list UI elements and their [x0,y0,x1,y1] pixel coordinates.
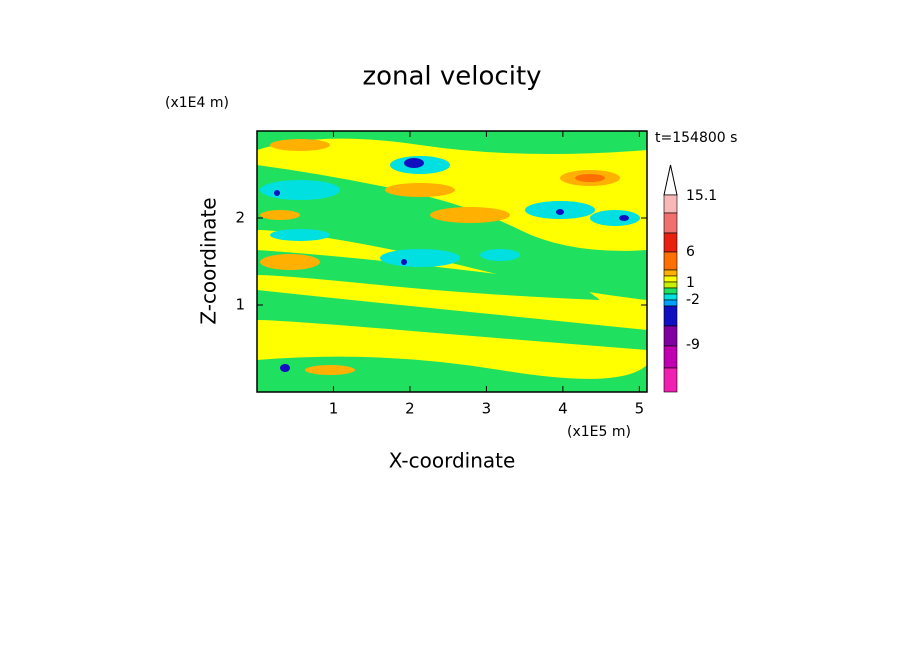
x-tick-label: 2 [405,400,415,418]
plot-frame [256,130,648,393]
colorbar-segment [663,275,678,283]
colorbar-label: 15.1 [686,188,717,204]
y-axis-label: Z-coordinate [197,197,221,324]
colorbar-segment [663,281,678,289]
colorbar-segment [663,305,678,327]
colorbar-segment [663,212,678,234]
colorbar-extend [663,164,678,196]
colorbar-segment [663,299,678,307]
colorbar-segment [663,232,678,253]
x-axis-label: X-coordinate [389,449,516,473]
colorbar-label: -2 [686,292,700,308]
y-tick-label: 2 [235,209,245,227]
x-unit: (x1E5 m) [567,424,631,440]
x-tick-label: 5 [635,400,645,418]
colorbar-segment [663,325,678,347]
contour-field [257,131,647,392]
x-tick-label: 4 [558,400,568,418]
y-unit: (x1E4 m) [165,95,229,111]
colorbar-label: 6 [686,244,695,260]
time-label: t=154800 s [655,130,737,146]
colorbar-segment [663,194,678,214]
x-tick-label: 1 [329,400,339,418]
colorbar-segment [663,269,678,277]
x-tick-label: 3 [482,400,492,418]
y-tick-label: 1 [235,296,245,314]
colorbar-segment [663,287,678,295]
chart-title: zonal velocity [362,62,541,92]
colorbar-segment [663,345,678,369]
colorbar-segment [663,367,678,393]
colorbar-label: -9 [686,337,700,353]
colorbar-label: 1 [686,275,695,291]
colorbar-segment [663,251,678,271]
colorbar-segment [663,293,678,301]
